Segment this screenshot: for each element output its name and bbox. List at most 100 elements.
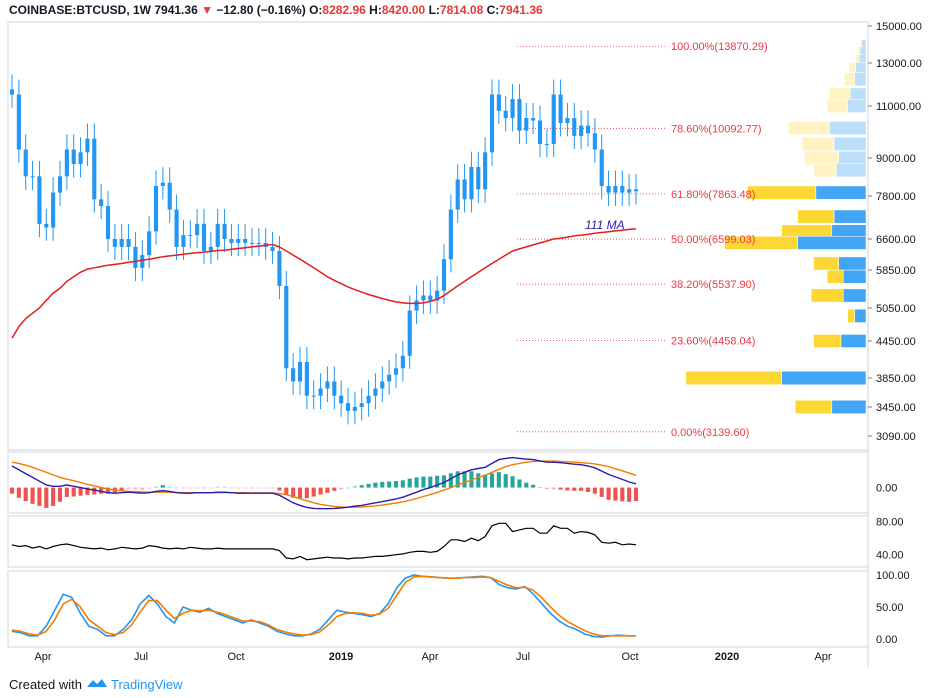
candle-body	[421, 295, 426, 301]
volume-profile-down-bar	[826, 99, 849, 113]
candle-body	[633, 189, 639, 192]
open-value: 8282.96	[322, 3, 366, 17]
volume-profile-up-bar	[829, 121, 867, 136]
time-axis-label: Apr	[814, 651, 831, 663]
macd-histogram-bar	[613, 487, 618, 501]
time-axis-label: Apr	[421, 651, 438, 663]
candle-body	[359, 403, 364, 407]
candle-body	[400, 355, 405, 369]
candle-body	[469, 167, 474, 200]
candle-body	[613, 185, 618, 193]
macd-histogram-bar	[633, 487, 639, 502]
candle-body	[585, 125, 591, 134]
macd-histogram-bar	[483, 474, 488, 488]
candle-body	[517, 99, 522, 131]
candle-body	[291, 368, 296, 382]
volume-profile-down-bar	[826, 269, 844, 284]
candle-body	[57, 176, 63, 193]
macd-histogram-bar	[352, 485, 357, 488]
macd-histogram-bar	[435, 475, 440, 488]
candle-body	[620, 185, 625, 193]
macd-histogram-bar	[99, 487, 104, 494]
macd-histogram-bar	[339, 487, 344, 490]
rsi-line	[11, 522, 637, 561]
macd-histogram-bar	[400, 480, 405, 488]
macd-histogram-bar	[119, 487, 124, 491]
macd-histogram-bar	[304, 487, 309, 499]
macd-histogram-bar	[366, 483, 371, 488]
price-axis-label: 3090.00	[876, 431, 916, 443]
candle-body	[126, 239, 131, 247]
volume-profile-down-bar	[724, 236, 798, 250]
down-arrow-icon: ▼	[201, 3, 213, 17]
macd-histogram-bar	[256, 487, 261, 489]
volume-profile-up-bar	[854, 72, 867, 87]
macd-histogram-bar	[531, 484, 536, 488]
price-axis-label: 9000.00	[876, 153, 916, 165]
time-axis-label: Apr	[34, 651, 51, 663]
macd-histogram-bar	[627, 487, 632, 502]
macd-histogram-bar	[270, 487, 275, 489]
macd-histogram-bar	[380, 481, 385, 488]
candle-body	[201, 223, 207, 251]
macd-histogram-bar	[428, 476, 433, 488]
candle-body	[352, 407, 357, 411]
volume-profile-down-bar	[801, 137, 835, 151]
open-label: O:	[309, 3, 323, 17]
volume-profile-up-bar	[842, 269, 867, 284]
macd-histogram-bar	[263, 487, 268, 489]
stoch-axis-label: 50.00	[876, 602, 904, 614]
fib-level-label: 100.00%(13870.29)	[671, 41, 768, 53]
candle-body	[284, 285, 289, 369]
macd-histogram-bar	[71, 487, 76, 497]
volume-profile-down-bar	[813, 256, 839, 271]
volume-profile-up-bar	[781, 370, 867, 386]
candle-body	[37, 176, 42, 224]
candle-body	[64, 149, 69, 177]
candle-body	[270, 246, 275, 251]
candle-body	[332, 381, 337, 396]
close-label: C:	[486, 3, 500, 17]
candle-body	[414, 300, 419, 311]
fib-level-label: 78.60%(10092.77)	[671, 123, 762, 135]
ma-label: 111 MA	[585, 218, 625, 232]
macd-histogram-bar	[291, 487, 296, 498]
candle-body	[387, 374, 392, 382]
macd-histogram-bar	[441, 475, 447, 488]
candle-body	[153, 185, 159, 232]
volume-profile-up-bar	[831, 400, 867, 414]
macd-histogram-bar	[78, 487, 83, 496]
volume-profile-down-bar	[813, 334, 842, 348]
macd-histogram-bar	[284, 487, 289, 495]
candle-body	[565, 118, 570, 124]
low-label: L:	[428, 3, 440, 17]
symbol-title[interactable]: COINBASE:BTCUSD, 1W	[9, 3, 152, 17]
macd-histogram-bar	[140, 487, 145, 490]
candle-body	[297, 361, 303, 382]
stoch-d-line	[11, 575, 636, 637]
macd-histogram-bar	[572, 487, 577, 491]
candle-body	[147, 231, 152, 256]
candle-body	[428, 295, 433, 301]
volume-profile-up-bar	[847, 99, 867, 113]
macd-histogram-bar	[318, 487, 323, 495]
candle-body	[551, 94, 556, 144]
candle-body	[30, 176, 35, 178]
candle-body	[627, 189, 632, 193]
time-axis-label: Jul	[134, 651, 148, 663]
macd-histogram-bar	[476, 473, 481, 488]
volume-profile-down-bar	[795, 400, 833, 414]
tradingview-brand[interactable]: TradingView	[111, 677, 183, 692]
price-axis-label: 15000.00	[876, 21, 922, 33]
candle-body	[133, 246, 138, 268]
macd-histogram-bar	[503, 474, 508, 488]
close-value: 7941.36	[499, 3, 543, 17]
candle-body	[249, 242, 255, 244]
fib-level-label: 50.00%(6599.03)	[671, 234, 755, 246]
tradingview-logo-icon[interactable]	[86, 677, 111, 692]
time-axis-label: Jul	[516, 651, 530, 663]
stoch-axis-label: 0.00	[876, 634, 897, 646]
macd-histogram-bar	[215, 486, 220, 488]
macd-histogram-bar	[373, 482, 378, 488]
